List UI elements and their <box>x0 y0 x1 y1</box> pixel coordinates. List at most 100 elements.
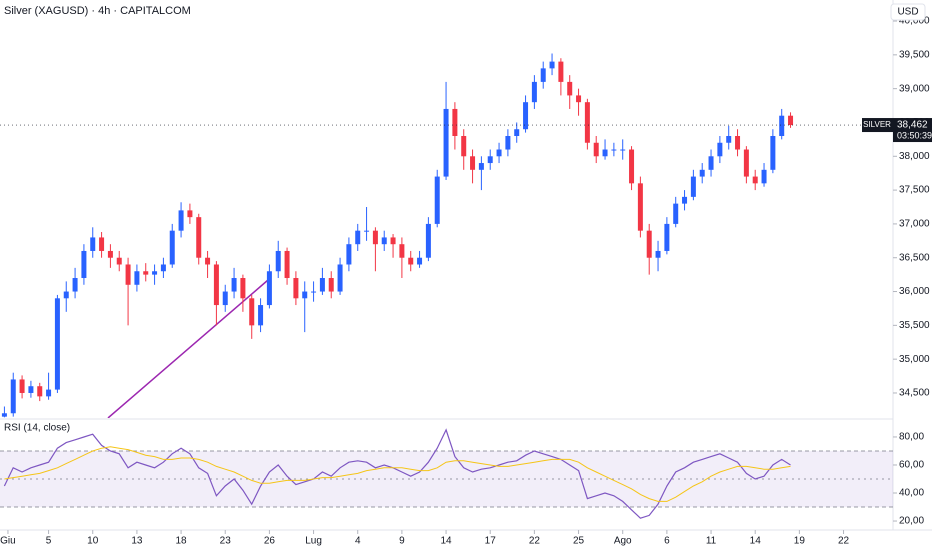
candle-body <box>107 250 113 258</box>
candle-body <box>28 386 34 393</box>
candle-body <box>116 257 122 265</box>
candle-body <box>46 389 52 397</box>
candle-body <box>664 223 670 251</box>
candle-body <box>735 135 741 150</box>
candle-body <box>523 102 529 130</box>
x-tick-label: Giu <box>0 536 16 547</box>
candle-body <box>240 278 246 299</box>
candle-body <box>337 264 343 292</box>
candle-body <box>576 95 582 103</box>
candle-body <box>90 237 96 251</box>
candle-body <box>673 203 679 224</box>
candle-body <box>646 230 652 258</box>
x-tick-label: Lug <box>305 536 322 547</box>
candle-body <box>160 264 166 272</box>
x-tick-label: 14 <box>750 536 762 547</box>
candle-body <box>514 129 520 136</box>
x-tick-label: 25 <box>573 536 585 547</box>
currency[interactable]: USD <box>897 7 918 18</box>
candle-body <box>63 291 69 299</box>
y-tick-label: 20,00 <box>899 516 924 527</box>
candle-body <box>505 135 511 150</box>
trend-line <box>107 279 269 418</box>
candle-body <box>54 298 60 390</box>
candle-body <box>10 379 16 414</box>
candle-body <box>364 230 370 232</box>
y-tick-label: 34,500 <box>899 388 930 399</box>
candle-body <box>266 271 272 306</box>
candle-body <box>178 210 184 231</box>
currency-box[interactable] <box>890 3 926 21</box>
candle-body <box>593 142 599 157</box>
y-tick-label: 36,500 <box>899 252 930 263</box>
candle-body <box>461 135 467 157</box>
candle-body <box>293 278 299 299</box>
candle-body <box>143 271 149 275</box>
candle-body <box>743 149 749 177</box>
candle-body <box>690 176 696 197</box>
candle-body <box>1 413 7 417</box>
candle-body <box>205 257 211 265</box>
x-tick-label: 19 <box>794 536 806 547</box>
candle-body <box>629 149 635 184</box>
y-tick-label: 35,500 <box>899 320 930 331</box>
candle-body <box>99 237 105 251</box>
x-tick-label: 22 <box>529 536 541 547</box>
candle-body <box>620 149 626 151</box>
candle-body <box>496 149 502 157</box>
candle-body <box>213 264 219 306</box>
candle-body <box>726 135 732 143</box>
candle-body <box>381 237 387 245</box>
symbol-label: SILVER <box>863 120 891 129</box>
candle-body <box>346 244 352 265</box>
candle-body <box>558 61 564 82</box>
last-price-box <box>893 118 932 143</box>
y-tick-label: 37,500 <box>899 185 930 196</box>
candle-body <box>655 250 661 258</box>
candle-body <box>682 196 688 204</box>
y-tick-label: 36,000 <box>899 286 930 297</box>
candle-body <box>779 115 785 136</box>
x-tick-label: 11 <box>706 536 717 547</box>
x-tick-label: 22 <box>838 536 850 547</box>
candle-body <box>37 386 43 397</box>
x-tick-label: 9 <box>399 536 405 547</box>
candle-body <box>258 305 264 326</box>
candle-body <box>708 156 714 170</box>
x-tick-label: 10 <box>87 536 99 547</box>
candle-body <box>134 271 140 285</box>
candle-body <box>319 278 325 292</box>
x-tick-label: 4 <box>355 536 361 547</box>
y-tick-label: 39,000 <box>899 83 930 94</box>
rsi-pane <box>0 428 893 519</box>
x-tick-label: 23 <box>220 536 232 547</box>
candle-body <box>637 183 643 231</box>
candle-body <box>549 61 555 69</box>
candle-body <box>408 257 414 265</box>
x-tick-label: 14 <box>440 536 452 547</box>
candle-body <box>72 278 78 292</box>
candle-body <box>761 169 767 184</box>
candle-body <box>125 264 131 285</box>
candle-body <box>19 379 25 393</box>
candle-body <box>487 156 493 164</box>
candle-body <box>222 291 228 306</box>
candle-body <box>425 223 431 258</box>
candle-body <box>81 250 87 279</box>
price-pane <box>0 53 893 418</box>
candle-body <box>399 244 405 258</box>
y-tick-label: 40,00 <box>899 488 924 499</box>
indicator-title: RSI (14, close) <box>4 423 70 434</box>
last-price-label: 38,462 <box>897 120 928 131</box>
y-tick-label: 40,000 <box>899 16 930 27</box>
candle-body <box>284 250 290 279</box>
x-tick-label: 6 <box>664 536 670 547</box>
y-tick-label: 80,00 <box>899 432 924 443</box>
x-tick-label: 18 <box>176 536 188 547</box>
candle-body <box>275 250 281 272</box>
candle-body <box>328 278 334 292</box>
candle-body <box>752 176 758 184</box>
candle-body <box>169 230 175 265</box>
candle-body <box>478 163 484 170</box>
